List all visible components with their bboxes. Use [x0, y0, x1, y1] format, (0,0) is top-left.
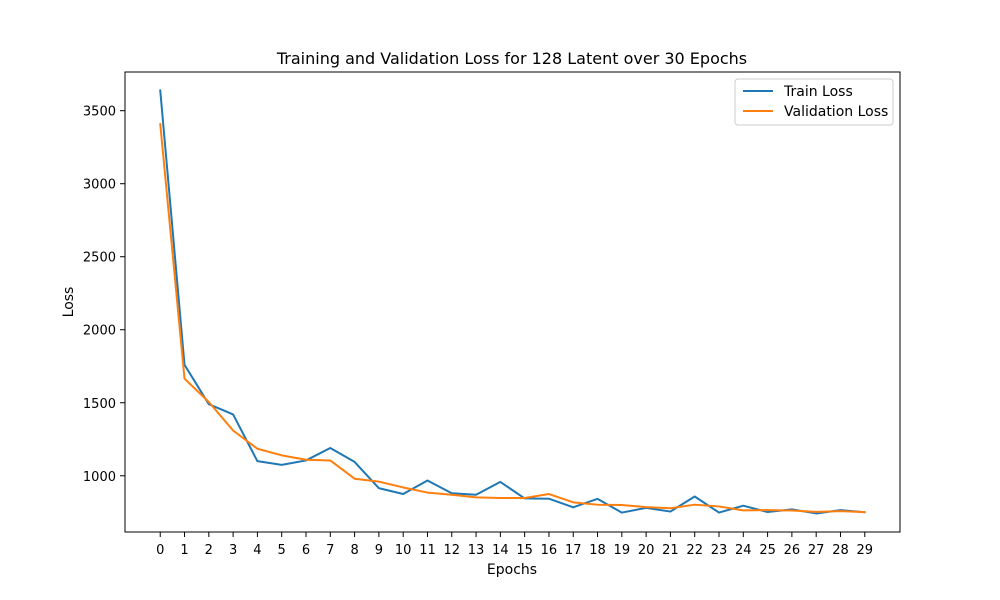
x-tick-label: 4	[253, 543, 261, 558]
y-tick-label: 2500	[83, 251, 116, 266]
x-tick-label: 6	[302, 543, 310, 558]
x-tick-label: 23	[711, 543, 728, 558]
x-tick-label: 22	[686, 543, 703, 558]
legend: Train Loss Validation Loss	[734, 78, 894, 126]
x-tick-label: 9	[375, 543, 383, 558]
x-tick-label: 19	[614, 543, 631, 558]
x-tick-label: 28	[832, 543, 849, 558]
y-axis-ticks: 1000 1500 2000 2500 3000 3500	[83, 105, 125, 485]
y-tick-label: 2000	[83, 324, 116, 339]
x-axis-ticks: 0 1 2 3 4 5 6 7 8 9 10 11 12 13 14 15 16 17 18 19 20 21 22 23 24…	[156, 532, 873, 558]
x-tick-label: 0	[156, 543, 164, 558]
x-tick-label: 7	[326, 543, 334, 558]
x-tick-label: 5	[278, 543, 286, 558]
x-tick-label: 11	[419, 543, 436, 558]
x-axis-label: Epochs	[487, 562, 537, 578]
y-tick-label: 1000	[83, 470, 116, 485]
y-tick-label: 3500	[83, 105, 116, 120]
x-tick-label: 25	[759, 543, 776, 558]
x-tick-label: 13	[468, 543, 485, 558]
x-tick-label: 29	[856, 543, 873, 558]
x-tick-label: 21	[662, 543, 679, 558]
x-tick-label: 14	[492, 543, 509, 558]
series-line-train-loss	[159, 89, 866, 515]
x-tick-label: 8	[350, 543, 358, 558]
chart-title: Training and Validation Loss for 128 Lat…	[276, 49, 747, 68]
x-tick-label: 27	[808, 543, 825, 558]
series-line-validation-loss	[159, 122, 866, 514]
legend-label-validation-loss: Validation Loss	[784, 104, 888, 120]
x-tick-label: 20	[638, 543, 655, 558]
legend-label-train-loss: Train Loss	[783, 84, 853, 100]
y-axis-label: Loss	[61, 287, 77, 318]
x-tick-label: 16	[541, 543, 558, 558]
x-tick-label: 2	[205, 543, 213, 558]
x-tick-label: 24	[735, 543, 752, 558]
x-tick-label: 10	[395, 543, 412, 558]
y-tick-label: 3000	[83, 178, 116, 193]
x-tick-label: 1	[180, 543, 188, 558]
y-tick-label: 1500	[83, 397, 116, 412]
x-tick-label: 3	[229, 543, 237, 558]
plot-frame	[124, 71, 901, 533]
legend-box	[734, 78, 894, 126]
x-tick-label: 26	[784, 543, 801, 558]
x-tick-label: 18	[589, 543, 606, 558]
x-tick-label: 12	[443, 543, 460, 558]
series-layer	[159, 89, 866, 515]
x-tick-label: 15	[516, 543, 533, 558]
x-tick-label: 17	[565, 543, 582, 558]
